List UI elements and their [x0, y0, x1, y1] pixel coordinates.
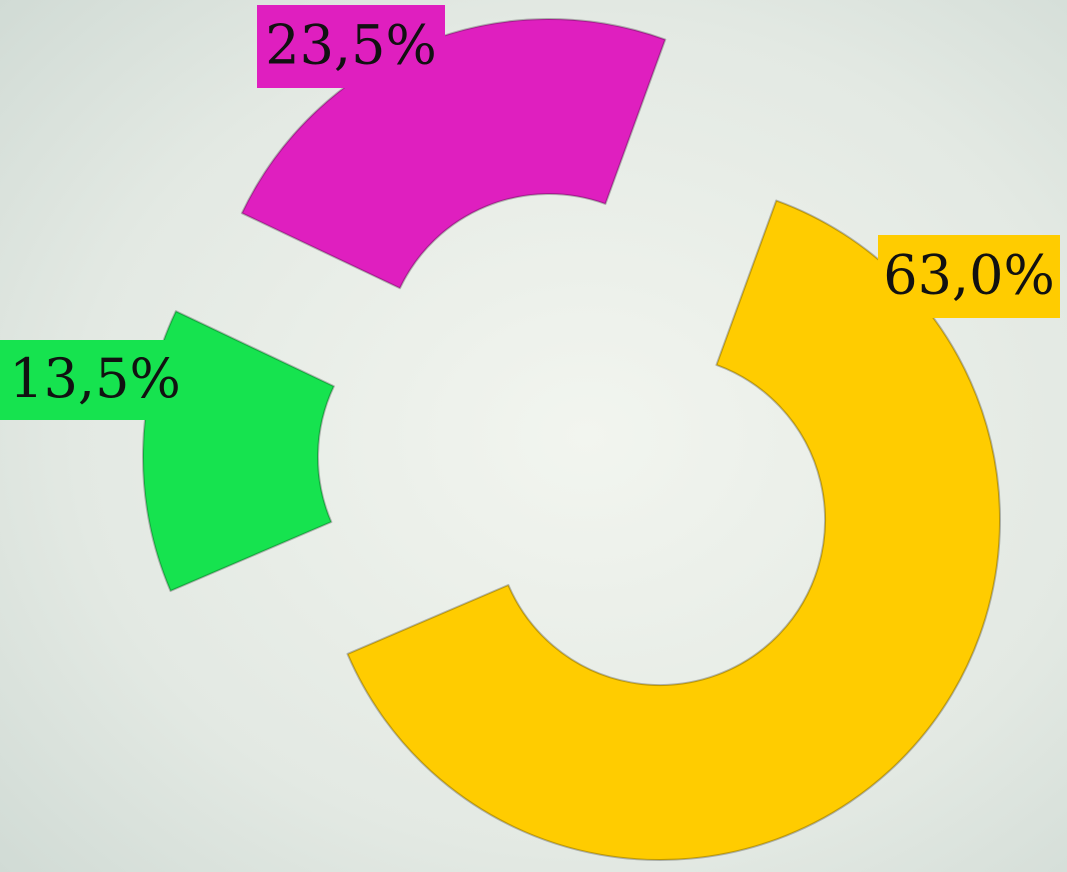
plot-area: 63,0% 13,5% 23,5%	[0, 5, 1060, 861]
label-box	[878, 235, 1060, 318]
data-label: 13,5%	[9, 347, 181, 410]
donut-segment	[142, 310, 335, 592]
label-box	[0, 340, 190, 420]
donut-segment	[346, 199, 1001, 861]
data-label: 63,0%	[883, 244, 1055, 307]
data-label: 23,5%	[265, 14, 437, 77]
label-box	[257, 5, 445, 88]
